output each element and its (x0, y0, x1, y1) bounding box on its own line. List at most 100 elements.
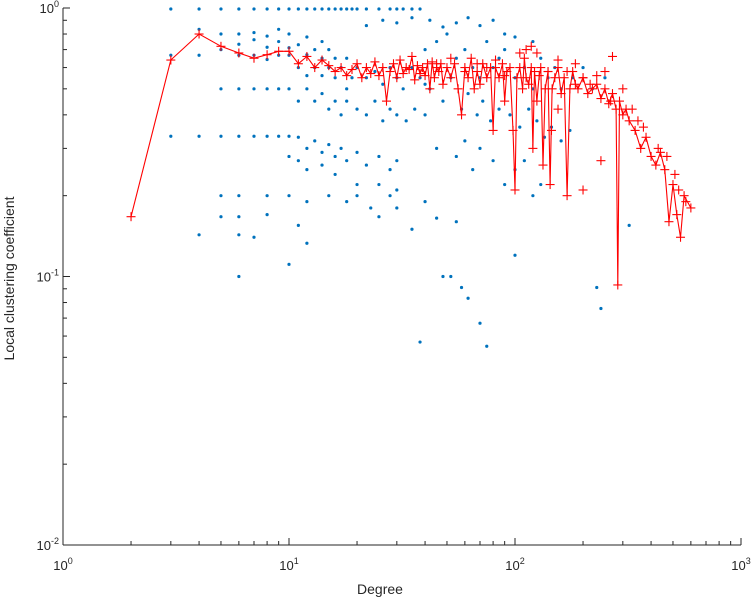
line-marker (434, 67, 444, 77)
scatter-point (339, 113, 343, 117)
scatter-point (237, 134, 241, 138)
scatter-point (355, 107, 359, 111)
scatter-point (503, 32, 507, 36)
plus-marker (553, 104, 563, 114)
scatter-point (401, 7, 405, 11)
line-marker (651, 160, 661, 170)
line-marker (587, 84, 597, 94)
plus-marker (606, 96, 616, 106)
scatter-point (237, 42, 241, 46)
line-marker (556, 89, 566, 99)
line-marker (418, 63, 428, 73)
plus-marker (472, 59, 482, 69)
x-tick-label: 100 (53, 556, 72, 573)
scatter-point (418, 7, 422, 11)
scatter-point (497, 56, 501, 60)
line-marker (510, 185, 520, 195)
scatter-point (350, 7, 354, 11)
line-marker (415, 69, 425, 79)
scatter-point (320, 91, 324, 96)
scatter-point (404, 119, 408, 123)
scatter-point (491, 18, 495, 22)
line-marker (497, 59, 507, 69)
scatter-point (603, 76, 607, 80)
line-marker (519, 53, 529, 63)
line-marker (469, 84, 479, 94)
scatter-point (428, 18, 432, 22)
scatter-point (395, 21, 399, 25)
scatter-point (169, 53, 173, 57)
scatter-point (373, 99, 377, 103)
line-marker (374, 71, 384, 81)
plus-marker (585, 79, 595, 89)
line-marker (457, 110, 467, 120)
scatter-point (219, 7, 223, 11)
plus-marker (570, 59, 580, 69)
scatter-point (369, 206, 373, 210)
scatter-point (350, 76, 354, 80)
scatter-point (265, 7, 269, 11)
scatter-point (441, 274, 445, 279)
plus-marker (681, 197, 691, 207)
scatter-point (489, 119, 493, 123)
scatter-point (237, 215, 241, 219)
line-marker (302, 51, 312, 61)
scatter-point (377, 215, 381, 219)
scatter-point (454, 56, 458, 60)
scatter-point (441, 99, 445, 103)
scatter-point (527, 107, 531, 111)
line-marker (392, 73, 402, 83)
scatter-point (252, 87, 256, 91)
scatter-point (237, 32, 241, 36)
scatter-point (345, 87, 349, 91)
plus-marker (543, 67, 553, 77)
scatter-point (531, 39, 535, 44)
scatter-point (305, 7, 309, 11)
line-marker (466, 53, 476, 63)
scatter-point (265, 194, 269, 198)
line-marker (422, 59, 432, 69)
scatter-point (313, 47, 317, 52)
scatter-point (454, 154, 458, 159)
scatter-point (313, 7, 317, 11)
line-marker (573, 84, 583, 94)
scatter-point (373, 69, 377, 74)
scatter-point (627, 223, 631, 227)
scatter-point (265, 87, 269, 91)
line-marker (524, 79, 534, 89)
line-marker (410, 75, 420, 85)
line-marker (615, 96, 625, 106)
line-marker (528, 143, 538, 153)
scatter-point (219, 32, 223, 36)
plus-marker (482, 63, 492, 73)
scatter-point (169, 134, 173, 138)
line-marker (676, 232, 686, 242)
scatter-point (395, 113, 399, 117)
scatter-point (478, 146, 482, 150)
scatter-point (296, 159, 300, 163)
scatter-point (535, 119, 539, 123)
scatter-point (471, 168, 475, 172)
line-marker (395, 55, 405, 65)
scatter-point (377, 7, 381, 11)
line-marker (438, 79, 448, 89)
scatter-point (277, 87, 281, 91)
scatter-point (320, 150, 324, 154)
plus-marker (578, 73, 588, 83)
line-marker (166, 55, 176, 65)
line-marker (488, 125, 498, 135)
line-marker (660, 165, 670, 175)
scatter-point (333, 76, 337, 80)
scatter-point (252, 30, 256, 35)
line-marker (500, 96, 510, 106)
scatter-point (418, 340, 422, 344)
line-marker (357, 73, 367, 83)
line-marker (475, 79, 485, 89)
scatter-point (339, 7, 343, 11)
y-axis-label: Local clustering coefficient (1, 196, 17, 360)
scatter-point (364, 113, 368, 117)
line-marker (641, 132, 651, 142)
plus-marker (638, 122, 648, 132)
scatter-point (395, 159, 399, 163)
scatter-point (277, 7, 281, 11)
